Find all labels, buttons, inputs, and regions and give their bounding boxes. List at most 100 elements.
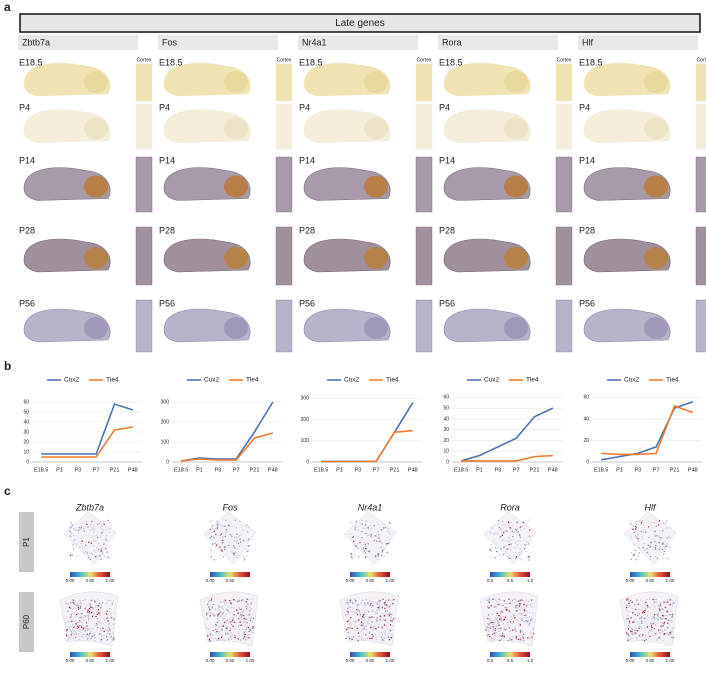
tissue-dot [378, 533, 380, 536]
tissue-dot [653, 616, 656, 619]
tissue-dot [215, 631, 217, 634]
tissue-dot [488, 607, 490, 609]
tissue-dot [501, 634, 504, 637]
tissue-dot [240, 624, 242, 626]
tissue-dot [215, 628, 217, 631]
tissue-dot [635, 603, 637, 606]
tissue-dot [528, 616, 531, 618]
tissue-dot [632, 528, 634, 530]
tissue-dot [107, 632, 109, 634]
tissue-dot [90, 635, 92, 637]
cortex-inset [415, 226, 433, 286]
tissue-dot [515, 600, 517, 603]
tissue-dot [628, 602, 630, 605]
tissue-dot [389, 604, 392, 606]
tissue-dot [638, 540, 640, 543]
tissue-dot [209, 536, 212, 539]
tissue-dot [100, 627, 102, 630]
tissue-dot [101, 602, 104, 604]
tissue-dot [376, 609, 378, 612]
tissue-dot [353, 611, 355, 613]
tissue-dot [69, 621, 71, 623]
tissue-dot [240, 608, 243, 611]
tissue-dot [91, 527, 94, 529]
tissue-dot [218, 606, 221, 609]
tissue-dot [228, 543, 231, 546]
tissue-dot [634, 604, 636, 607]
tissue-dot [510, 539, 513, 541]
tissue-dot [647, 617, 650, 619]
tissue-dot [651, 521, 653, 524]
tissue-dot [506, 530, 508, 532]
tissue-dot [363, 628, 365, 630]
tissue-dot [210, 612, 212, 614]
tissue-dot [506, 548, 508, 551]
tissue-dot [246, 523, 249, 526]
tissue-dot [645, 531, 647, 533]
tissue-dot [241, 529, 244, 531]
tissue-dot [222, 556, 225, 558]
tissue-dot [72, 599, 75, 601]
cortex-inset [275, 226, 293, 286]
tissue-dot [642, 634, 644, 636]
tissue-dot [105, 548, 107, 550]
tissue-dot [110, 636, 112, 639]
tissue-outline [483, 511, 537, 565]
tissue-dot [349, 599, 352, 601]
tissue-dot [654, 633, 656, 635]
tissue-dot [239, 639, 242, 641]
tissue-dot [73, 626, 75, 628]
tissue-dot [83, 530, 85, 532]
y-tick-label: 30 [23, 429, 29, 435]
panel-label: c [4, 484, 11, 498]
tissue-dot [650, 604, 653, 606]
x-tick-label: P1 [616, 467, 623, 473]
tissue-dot [220, 628, 222, 630]
tissue-dot [630, 633, 632, 635]
series-line [461, 454, 553, 462]
tissue-dot [531, 606, 533, 608]
tissue-dot [378, 606, 381, 608]
tissue-dot [669, 614, 671, 616]
tissue-dot [509, 602, 511, 605]
tissue-dot [230, 632, 232, 634]
tissue-dot [519, 623, 521, 626]
cerebellum [84, 317, 108, 339]
tissue-dot [489, 621, 491, 623]
tissue-dot [376, 619, 379, 621]
tissue-dot [96, 613, 99, 616]
tissue-dot [522, 639, 524, 642]
tissue-dot [112, 633, 115, 636]
tissue-dot [368, 631, 371, 633]
tissue-dot [365, 629, 367, 631]
tissue-dot [496, 612, 499, 615]
tissue-dot [69, 604, 71, 607]
tissue-dot [528, 555, 530, 558]
tissue-dot [241, 599, 244, 601]
tissue-dot [649, 606, 651, 609]
tissue-dot [370, 533, 373, 536]
tissue-dot [214, 637, 216, 640]
tissue-dot [627, 618, 630, 620]
tissue-dot [243, 617, 245, 620]
tissue-dot [490, 639, 492, 641]
tissue-dot [89, 524, 92, 526]
tissue-dot [378, 535, 380, 537]
tissue-dot [655, 598, 658, 601]
tissue-dot [98, 522, 101, 525]
tissue-dot [643, 542, 645, 545]
tissue-dot [375, 618, 378, 621]
cerebellum [224, 117, 248, 140]
tissue-dot [385, 625, 387, 627]
tissue-dot [75, 609, 78, 612]
tissue-dot [493, 598, 495, 600]
tissue-dot [242, 638, 245, 640]
tissue-dot [233, 554, 235, 556]
tissue-dot [512, 531, 515, 534]
x-tick-label: P1 [476, 467, 483, 473]
tissue-dot [648, 553, 650, 556]
tissue-dot [506, 609, 508, 611]
tissue-dot [243, 633, 245, 635]
tissue-dot [363, 527, 365, 529]
tissue-dot [632, 632, 635, 634]
